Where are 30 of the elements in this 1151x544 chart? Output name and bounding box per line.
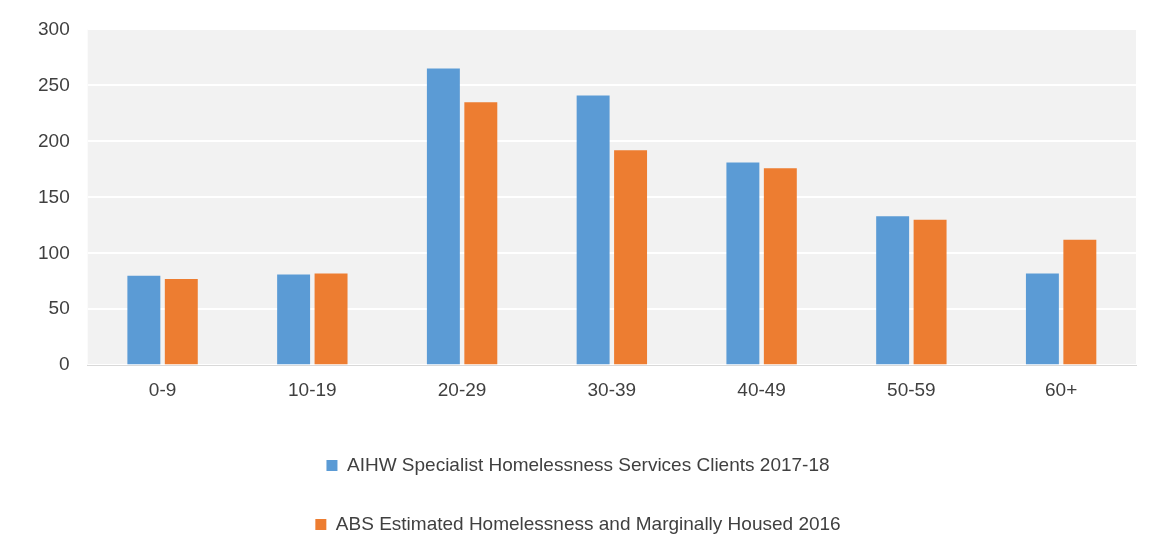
y-tick-label: 50: [48, 297, 70, 319]
y-tick-label: 250: [38, 73, 70, 95]
bar: [763, 168, 797, 365]
bar: [314, 273, 348, 365]
bar: [1025, 273, 1059, 365]
bar: [1063, 239, 1097, 365]
y-tick-label: 100: [38, 241, 70, 263]
y-tick-label: 200: [38, 129, 70, 151]
bar: [127, 275, 161, 365]
bar: [576, 95, 610, 365]
legend-label: AIHW Specialist Homelessness Services Clients 2017-18: [346, 453, 830, 475]
bar: [164, 279, 198, 365]
legend-label: ABS Estimated Homelessness and Marginally Housed 2016: [335, 512, 841, 534]
x-tick-label: 60+: [1045, 378, 1078, 400]
bar: [464, 102, 498, 365]
bar: [726, 162, 760, 365]
y-tick-label: 150: [38, 185, 70, 207]
x-tick-label: 20-29: [437, 378, 487, 400]
y-tick-label: 0: [59, 353, 70, 375]
x-tick-label: 30-39: [587, 378, 637, 400]
bar: [876, 216, 910, 365]
x-tick-label: 40-49: [737, 378, 786, 400]
bar: [277, 274, 311, 365]
bar: [913, 219, 947, 365]
bar: [426, 68, 460, 365]
x-tick-label: 0-9: [148, 378, 177, 400]
y-tick-label: 300: [38, 17, 70, 39]
bar: [614, 150, 648, 365]
x-tick-label: 10-19: [288, 378, 337, 400]
x-tick-label: 50-59: [887, 378, 936, 400]
